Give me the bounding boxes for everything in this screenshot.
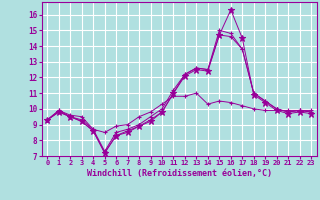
- X-axis label: Windchill (Refroidissement éolien,°C): Windchill (Refroidissement éolien,°C): [87, 169, 272, 178]
